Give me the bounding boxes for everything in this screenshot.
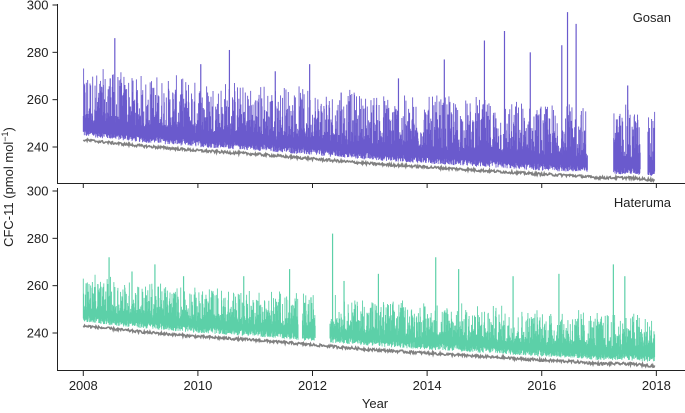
- gosan-frame: [57, 4, 685, 184]
- hateruma-y-tick-label-300: 300: [27, 184, 49, 199]
- panel-hateruma: Hateruma 240 260 280 300: [27, 184, 685, 371]
- hateruma-panel-label: Hateruma: [614, 195, 672, 210]
- x-tick-label-2012: 2012: [298, 378, 327, 393]
- hateruma-frame: [57, 188, 685, 371]
- hateruma-y-axis: 240 260 280 300: [27, 184, 58, 341]
- hateruma-baseline: [82, 323, 656, 369]
- y-axis-title-main: CFC-11 (pmol mol: [1, 142, 16, 247]
- x-axis-title: Year: [362, 396, 389, 411]
- x-tick-label-2010: 2010: [183, 378, 212, 393]
- gosan-baseline: [82, 137, 656, 184]
- gosan-observations: [82, 68, 656, 176]
- y-axis-title-end: ): [1, 127, 16, 131]
- gosan-y-axis: 240 260 280 300: [27, 0, 58, 155]
- y-axis-title-sup: −1: [0, 131, 10, 141]
- panel-gosan: Gosan 240 260 280 300: [27, 0, 685, 184]
- y-axis-title: CFC-11 (pmol mol−1): [0, 127, 16, 247]
- x-tick-label-2018: 2018: [642, 378, 671, 393]
- gosan-series: [82, 12, 656, 184]
- hateruma-y-tick-label-260: 260: [27, 278, 49, 293]
- gosan-panel-label: Gosan: [633, 10, 671, 25]
- gosan-y-tick-label-300: 300: [27, 0, 49, 13]
- hateruma-series: [82, 233, 656, 369]
- hateruma-y-tick-label-240: 240: [27, 326, 49, 341]
- x-tick-label-2016: 2016: [527, 378, 556, 393]
- x-tick-label-2014: 2014: [413, 378, 442, 393]
- x-tick-label-2008: 2008: [69, 378, 98, 393]
- hateruma-y-tick-label-280: 280: [27, 231, 49, 246]
- gosan-y-tick-label-240: 240: [27, 140, 49, 155]
- gosan-y-tick-label-280: 280: [27, 45, 49, 60]
- x-axis: 2008 2010 2012 2014 2016 2018: [69, 183, 671, 393]
- gosan-y-tick-label-260: 260: [27, 92, 49, 107]
- hateruma-observations: [82, 274, 656, 362]
